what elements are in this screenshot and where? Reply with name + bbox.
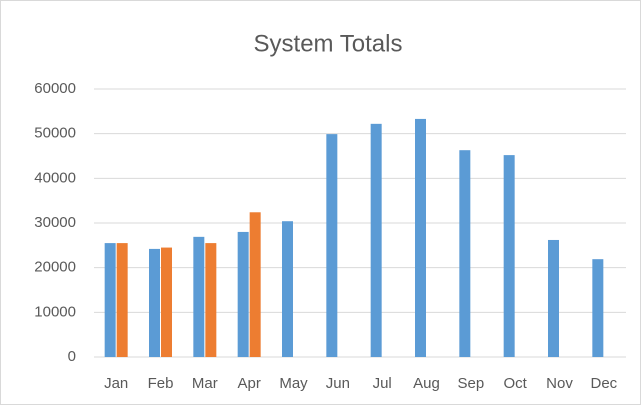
bar [282, 221, 293, 357]
y-tick-label: 40000 [34, 169, 76, 186]
bar [370, 123, 382, 357]
bar [592, 259, 604, 357]
bar [503, 155, 515, 357]
bar [459, 150, 471, 357]
x-tick-label: Apr [237, 375, 260, 392]
x-tick-label: Jul [373, 375, 392, 392]
x-tick-label: Jun [326, 375, 350, 392]
x-tick-label: Sep [457, 375, 484, 392]
x-tick-label: Oct [503, 375, 527, 392]
bar [415, 118, 426, 357]
bar [237, 231, 249, 357]
y-tick-label: 50000 [34, 125, 76, 142]
chart-title: System Totals [254, 30, 403, 57]
x-tick-label: Feb [148, 375, 174, 392]
x-tick-label: Aug [413, 375, 440, 392]
bar [149, 248, 160, 357]
bar [249, 212, 261, 357]
x-tick-label: Mar [192, 375, 218, 392]
bar [205, 243, 217, 357]
x-tick-label: Jan [104, 375, 128, 392]
bar [193, 236, 205, 357]
bar [104, 243, 116, 357]
bar [116, 243, 128, 357]
y-tick-label: 30000 [34, 214, 76, 231]
y-tick-label: 60000 [34, 80, 76, 97]
bar [326, 134, 338, 357]
y-tick-label: 0 [68, 348, 76, 365]
x-tick-label: May [279, 375, 308, 392]
bar [548, 239, 559, 357]
y-tick-label: 20000 [34, 259, 76, 276]
x-tick-label: Nov [546, 375, 573, 392]
bar [161, 247, 172, 357]
x-tick-label: Dec [590, 375, 617, 392]
y-tick-label: 10000 [34, 303, 76, 320]
